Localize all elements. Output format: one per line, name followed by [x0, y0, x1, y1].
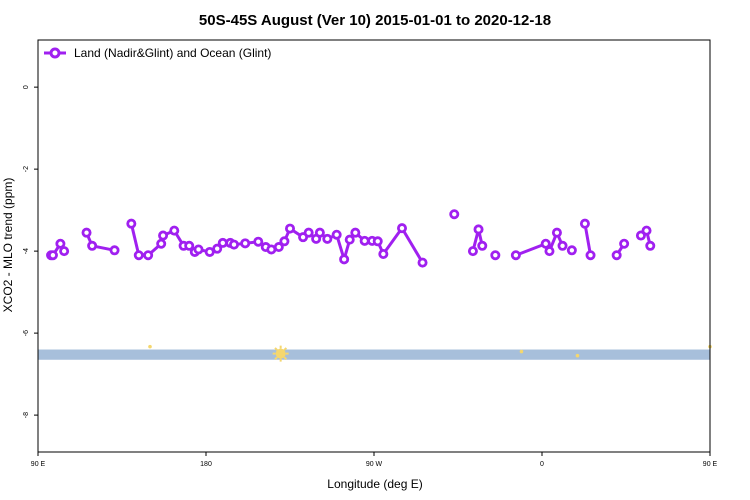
data-point [109, 245, 120, 256]
strip-band [38, 349, 710, 360]
data-point [143, 250, 154, 261]
data-point [204, 246, 215, 257]
data-point [228, 239, 239, 250]
data-point [273, 242, 284, 253]
data-point [156, 238, 167, 249]
data-point [540, 238, 551, 249]
data-point [490, 250, 501, 261]
y-tick-label: -8 [23, 412, 30, 418]
series-line-segment [400, 227, 424, 264]
data-point [557, 240, 568, 251]
legend-label: Land (Nadir&Glint) and Ocean (Glint) [74, 46, 271, 60]
y-axis-ticks: 0 -2 -4 -6 -8 [23, 85, 38, 418]
series-line-segment [129, 223, 141, 256]
data-point [396, 223, 407, 234]
data-point [645, 240, 656, 251]
data-point [619, 238, 630, 249]
data-point [169, 225, 180, 236]
y-tick-label: -4 [23, 248, 30, 254]
data-point [303, 227, 314, 238]
data-point [449, 209, 460, 220]
series-line-segment [515, 242, 547, 257]
data-point [477, 240, 488, 251]
sun-marker [519, 349, 524, 354]
y-axis-title: XCO2 - MLO trend (ppm) [1, 178, 15, 313]
data-point [193, 244, 204, 255]
data-point [350, 227, 361, 238]
data-point [473, 224, 484, 235]
data-point [240, 238, 251, 249]
data-point [133, 250, 144, 261]
series-line-segment [583, 223, 593, 256]
x-tick-label: 90 E [31, 461, 46, 468]
x-tick-label: 90 W [366, 461, 383, 468]
data-point [158, 230, 169, 241]
data-point [59, 246, 70, 257]
data-point [279, 236, 290, 247]
data-point [566, 245, 577, 256]
data-point [339, 254, 350, 265]
data-point [544, 246, 555, 257]
data-point [611, 250, 622, 261]
y-tick-label: 0 [23, 85, 30, 89]
series-line-segment [382, 227, 404, 255]
data-point [467, 246, 478, 257]
y-tick-label: -6 [23, 330, 30, 336]
data-point [81, 227, 92, 238]
data-point [314, 227, 325, 238]
data-point [55, 238, 66, 249]
series-land-ocean [46, 209, 656, 268]
data-point [579, 218, 590, 229]
data-point [510, 250, 521, 261]
sun-marker [272, 345, 289, 362]
data-point [126, 218, 137, 229]
sun-glint-markers [148, 344, 712, 362]
sun-marker [148, 344, 152, 349]
x-tick-label: 180 [200, 461, 212, 468]
data-point [47, 250, 58, 261]
data-point [331, 229, 342, 240]
plot-frame [37, 39, 711, 453]
x-axis-title: Longitude (deg E) [327, 477, 422, 491]
y-tick-label: -2 [23, 166, 30, 172]
data-point [322, 233, 333, 244]
data-point [344, 234, 355, 245]
data-point [87, 240, 98, 251]
data-point [585, 250, 596, 261]
legend: Land (Nadir&Glint) and Ocean (Glint) [44, 46, 271, 60]
data-point [284, 223, 295, 234]
legend-marker [49, 47, 61, 59]
chart-title: 50S-45S August (Ver 10) 2015-01-01 to 20… [199, 12, 551, 29]
land-ocean-strip [38, 349, 710, 360]
data-point [253, 236, 264, 247]
data-point [184, 240, 195, 251]
x-tick-label: 0 [540, 461, 544, 468]
data-point [641, 225, 652, 236]
data-point [551, 227, 562, 238]
data-point [372, 236, 383, 247]
x-tick-label: 90 E [703, 461, 718, 468]
sun-marker [575, 353, 580, 358]
data-point [378, 248, 389, 259]
x-axis-ticks: 90 E 180 90 W 0 90 E [31, 452, 718, 468]
data-point [212, 243, 223, 254]
data-point [417, 257, 428, 268]
